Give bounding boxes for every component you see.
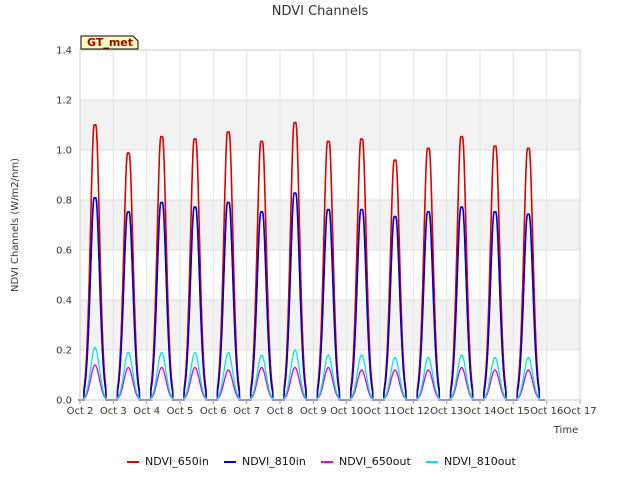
ndvi-chart: 0.0 0.2 0.4 0.6 0.8 1.0 1.2 1.4 Oct 2 Oct 3 Oct 4 O… xyxy=(0,0,640,480)
y-tick-label: 0.4 xyxy=(56,296,72,307)
x-tick-label: Oct 11 xyxy=(363,406,396,417)
y-tick-label: 0.6 xyxy=(56,246,72,257)
background-band xyxy=(80,50,580,100)
x-tick-label: Oct 17 xyxy=(563,406,596,417)
legend-label: NDVI_810out xyxy=(444,455,516,468)
y-tick-label: 1.0 xyxy=(56,146,72,157)
x-tick-label: Oct 12 xyxy=(397,406,430,417)
x-tick-label: Oct 2 xyxy=(67,406,94,417)
legend-label: NDVI_650in xyxy=(145,455,209,468)
legend-label: NDVI_810in xyxy=(242,455,306,468)
x-tick-label: Oct 4 xyxy=(133,406,160,417)
x-tick-label: Oct 7 xyxy=(233,406,260,417)
y-tick-label: 0.8 xyxy=(56,196,72,207)
x-tick-label: Oct 14 xyxy=(463,406,496,417)
y-tick-label: 0.2 xyxy=(56,346,72,357)
legend-label: NDVI_650out xyxy=(339,455,411,468)
x-tick-label: Oct 5 xyxy=(167,406,194,417)
chart-title: NDVI Channels xyxy=(272,4,369,19)
x-tick-label: Oct 8 xyxy=(267,406,294,417)
y-tick-label: 0.0 xyxy=(56,396,72,407)
x-tick-label: Oct 10 xyxy=(330,406,363,417)
gt-met-badge: GT_met xyxy=(81,36,138,49)
x-tick-label: Oct 3 xyxy=(100,406,127,417)
x-tick-label: Oct 6 xyxy=(200,406,227,417)
y-tick-label: 1.4 xyxy=(56,46,72,57)
y-tick-label: 1.2 xyxy=(56,96,72,107)
legend: NDVI_650in NDVI_810in NDVI_650out NDVI_810o… xyxy=(127,455,516,468)
x-tick-label: Oct 9 xyxy=(300,406,327,417)
x-tick-label: Oct 16 xyxy=(530,406,563,417)
badge-label: GT_met xyxy=(87,36,133,49)
x-axis-label: Time xyxy=(553,425,578,436)
x-tick-label: Oct 13 xyxy=(430,406,463,417)
x-tick-label: Oct 15 xyxy=(497,406,530,417)
y-axis-label: NDVI Channels (W/m2/nm) xyxy=(10,158,21,292)
